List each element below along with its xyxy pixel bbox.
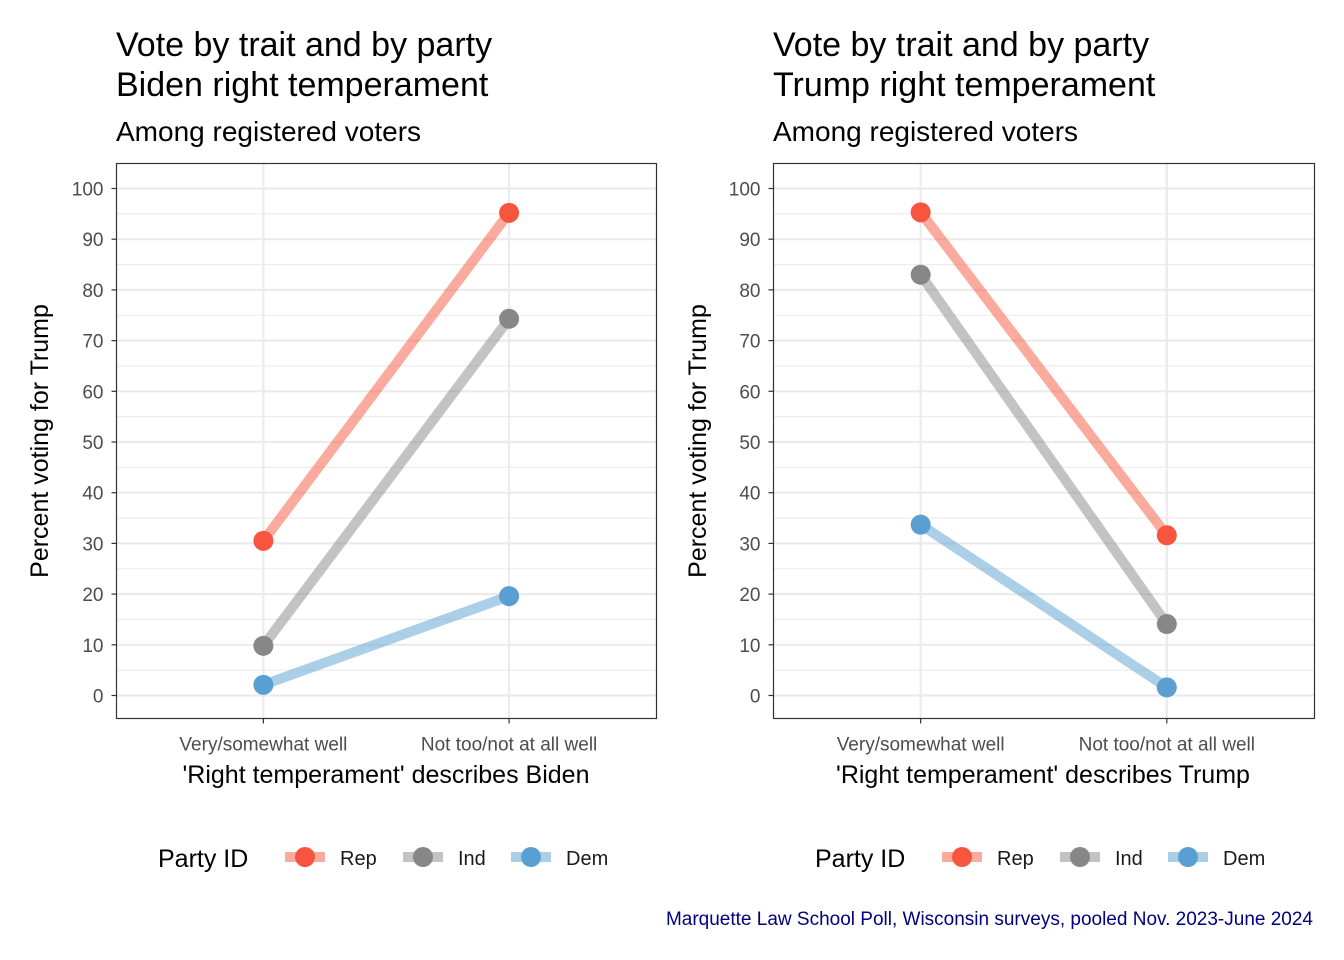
y-tick-label: 20 xyxy=(82,585,103,606)
y-tick-label: 50 xyxy=(82,433,103,454)
chart-subtitle: Among registered voters xyxy=(773,116,1078,147)
legend-label-rep: Rep xyxy=(340,848,377,870)
x-tick-label: Very/somewhat well xyxy=(179,735,347,756)
x-tick-label: Not too/not at all well xyxy=(1079,735,1255,756)
y-tick-label: 0 xyxy=(750,687,761,708)
grid-lines xyxy=(773,163,1315,719)
x-tick-label: Very/somewhat well xyxy=(837,735,1005,756)
chart-panel-trump: Vote by trait and by party Trump right t… xyxy=(684,26,1316,873)
legend: Party ID Rep Ind Dem xyxy=(158,845,608,873)
point-ind-0 xyxy=(253,635,274,656)
point-dem-0 xyxy=(253,674,274,695)
y-tick-label: 70 xyxy=(82,332,103,353)
y-tick-label: 40 xyxy=(739,484,760,505)
x-axis-ticks: Very/somewhat well Not too/not at all wel… xyxy=(837,718,1255,756)
y-tick-label: 20 xyxy=(739,585,760,606)
chart-subtitle: Among registered voters xyxy=(116,116,421,147)
series-points xyxy=(253,202,520,695)
y-tick-label: 70 xyxy=(739,332,760,353)
x-axis-title: 'Right temperament' describes Trump xyxy=(836,761,1250,789)
legend-key-point-ind xyxy=(413,847,433,867)
legend-label-rep: Rep xyxy=(997,848,1034,870)
source-caption: Marquette Law School Poll, Wisconsin sur… xyxy=(666,909,1313,930)
legend-title: Party ID xyxy=(815,845,905,873)
chart-title-line2: Trump right temperament xyxy=(773,66,1156,104)
series-line-dem xyxy=(917,520,1170,692)
series-points xyxy=(910,202,1177,698)
legend-key-point-dem xyxy=(521,847,541,867)
y-tick-label: 0 xyxy=(93,687,104,708)
y-tick-label: 60 xyxy=(739,382,760,403)
legend-label-dem: Dem xyxy=(566,848,608,870)
series-lines xyxy=(916,209,1171,692)
y-tick-label: 30 xyxy=(82,534,103,555)
point-rep-0 xyxy=(910,202,931,223)
point-dem-0 xyxy=(910,514,931,535)
y-axis-ticks: 0 10 20 30 40 50 60 70 80 90 100 xyxy=(729,180,774,708)
chart-title-line1: Vote by trait and by party xyxy=(773,26,1149,64)
chart-title-line1: Vote by trait and by party xyxy=(116,26,492,64)
series-line-rep xyxy=(259,209,514,544)
x-axis-ticks: Very/somewhat well Not too/not at all wel… xyxy=(179,718,597,756)
legend: Party ID Rep Ind Dem xyxy=(815,845,1265,873)
y-tick-label: 60 xyxy=(82,382,103,403)
y-tick-label: 100 xyxy=(729,180,761,201)
x-axis-title: 'Right temperament' describes Biden xyxy=(183,761,590,789)
legend-key-point-dem xyxy=(1178,847,1198,867)
y-tick-label: 10 xyxy=(739,636,760,657)
chart-title-line2: Biden right temperament xyxy=(116,66,489,104)
y-tick-label: 80 xyxy=(739,281,760,302)
y-tick-label: 90 xyxy=(82,230,103,251)
y-axis-ticks: 0 10 20 30 40 50 60 70 80 90 100 xyxy=(72,180,117,708)
y-tick-label: 30 xyxy=(739,534,760,555)
legend-label-dem: Dem xyxy=(1223,848,1265,870)
y-tick-label: 80 xyxy=(82,281,103,302)
point-ind-1 xyxy=(499,308,520,329)
y-tick-label: 10 xyxy=(82,636,103,657)
y-tick-label: 90 xyxy=(739,230,760,251)
legend-key-point-rep xyxy=(295,847,315,867)
grid-lines xyxy=(116,163,657,719)
y-tick-label: 100 xyxy=(72,180,104,201)
x-tick-label: Not too/not at all well xyxy=(421,735,597,756)
y-axis-title: Percent voting for Trump xyxy=(684,304,712,578)
plot-border xyxy=(115,162,658,720)
legend-label-ind: Ind xyxy=(1115,848,1143,870)
y-axis-title: Percent voting for Trump xyxy=(26,304,54,578)
series-line-dem xyxy=(261,591,511,690)
point-dem-1 xyxy=(1156,677,1177,698)
chart-panel-biden: Vote by trait and by party Biden right t… xyxy=(26,26,658,873)
legend-key-point-ind xyxy=(1070,847,1090,867)
point-rep-1 xyxy=(499,202,520,223)
legend-keys: Rep Ind Dem xyxy=(285,847,608,870)
point-rep-0 xyxy=(253,530,274,551)
legend-label-ind: Ind xyxy=(458,848,486,870)
series-line-ind xyxy=(259,315,514,649)
y-tick-label: 50 xyxy=(739,433,760,454)
legend-key-point-rep xyxy=(952,847,972,867)
point-rep-1 xyxy=(1156,525,1177,546)
plot-border xyxy=(772,162,1316,720)
legend-keys: Rep Ind Dem xyxy=(942,847,1265,870)
point-ind-1 xyxy=(1156,614,1177,635)
legend-title: Party ID xyxy=(158,845,248,873)
series-lines xyxy=(259,209,514,690)
y-tick-label: 40 xyxy=(82,484,103,505)
point-dem-1 xyxy=(499,586,520,607)
series-line-ind xyxy=(916,271,1171,627)
series-line-rep xyxy=(916,209,1171,539)
point-ind-0 xyxy=(910,264,931,285)
